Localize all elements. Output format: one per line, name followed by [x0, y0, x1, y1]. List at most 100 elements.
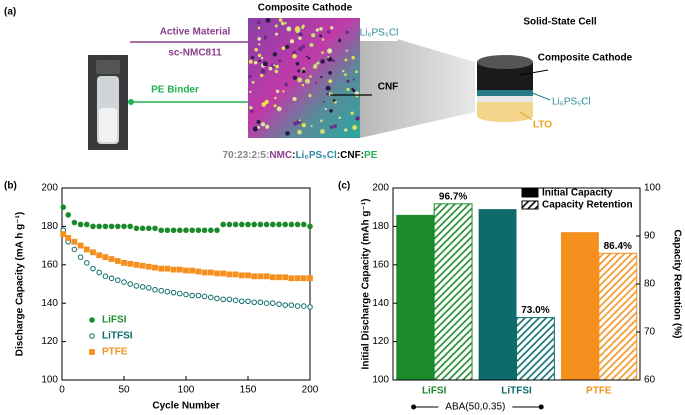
cell-label: Li₆PS₅Cl: [552, 97, 591, 108]
particle: [292, 53, 297, 59]
y-tick-label: 70: [644, 327, 656, 338]
particle: [305, 55, 309, 58]
panel-label: (c): [338, 181, 350, 192]
legend-marker: [89, 349, 95, 355]
leader-line: [519, 69, 549, 76]
particle: [338, 39, 342, 43]
particle: [261, 56, 264, 60]
particle: [301, 25, 305, 30]
ratio-part: :CNF:: [337, 150, 364, 161]
point: [177, 227, 183, 234]
point: [301, 221, 307, 228]
point: [251, 221, 257, 228]
point: [139, 225, 146, 232]
particle: [322, 101, 325, 104]
particle: [297, 46, 303, 52]
point: [263, 300, 270, 307]
label-binder: PE Binder: [151, 85, 199, 96]
particle: [319, 119, 323, 123]
particle: [257, 26, 261, 30]
particle: [257, 53, 262, 58]
particle: [252, 126, 258, 132]
particle: [301, 83, 305, 87]
particle: [330, 26, 334, 30]
point: [60, 231, 67, 237]
legend-swatch: [521, 200, 539, 210]
particle: [302, 67, 305, 71]
value-label: 96.7%: [439, 191, 467, 202]
legend-swatch: [521, 188, 539, 198]
particle: [321, 51, 324, 54]
y2-axis-title: Capacity Retention (%): [671, 230, 682, 339]
y-tick-label: 100: [41, 375, 58, 386]
point: [121, 259, 127, 266]
label-nmc: sc-NMC811: [168, 48, 222, 59]
point: [96, 223, 102, 230]
cathode-title: Composite Cathode: [258, 3, 353, 14]
point: [133, 261, 140, 268]
particle: [258, 59, 261, 63]
particle: [327, 48, 333, 54]
particle: [319, 34, 322, 38]
particle: [329, 108, 333, 113]
x-tick-label: LiFSI: [422, 386, 447, 397]
point: [90, 223, 96, 230]
ratio-part: PE: [364, 150, 378, 161]
point: [239, 298, 245, 305]
particle: [285, 44, 290, 50]
point: [288, 275, 295, 282]
particle: [250, 109, 254, 113]
point: [214, 270, 220, 277]
point: [133, 225, 140, 232]
particle: [350, 111, 354, 115]
particle: [274, 69, 279, 74]
point: [270, 221, 276, 228]
particle: [295, 61, 300, 66]
particle: [265, 17, 271, 23]
annotation-dot: [538, 404, 544, 410]
bar: [478, 209, 517, 380]
point: [307, 275, 313, 282]
particle: [249, 106, 253, 110]
leader-line: [519, 111, 533, 121]
vial-powder: [99, 108, 117, 142]
point: [170, 266, 177, 273]
y-tick-label: 90: [644, 231, 656, 242]
point: [145, 263, 152, 270]
point: [96, 252, 103, 259]
particle: [301, 69, 306, 74]
point: [114, 258, 121, 264]
y-tick-label: 180: [372, 221, 389, 232]
particle: [275, 89, 280, 94]
legend-marker: [89, 317, 95, 323]
y-tick-label: 100: [372, 375, 389, 386]
point: [276, 274, 282, 281]
ratio-part: Li₆PS₅Cl: [295, 150, 337, 161]
point: [115, 223, 121, 230]
point: [263, 221, 270, 228]
particle: [262, 61, 268, 67]
point: [146, 285, 152, 291]
point: [177, 290, 183, 297]
point: [232, 297, 239, 304]
bar: [516, 317, 555, 381]
point: [220, 221, 226, 228]
particle: [355, 116, 360, 121]
point: [152, 264, 158, 271]
point: [214, 295, 220, 302]
point: [158, 265, 165, 272]
particle: [284, 82, 289, 87]
point: [121, 223, 127, 230]
particle: [345, 49, 348, 52]
particle: [282, 90, 285, 93]
particle: [355, 70, 358, 74]
particle: [321, 38, 325, 41]
point: [270, 300, 276, 307]
particle: [327, 56, 330, 59]
point: [90, 249, 96, 256]
y-axis-title: Discharge Capacity (mA h g⁻¹): [15, 212, 26, 356]
particle: [346, 87, 350, 92]
point: [300, 275, 307, 282]
label-electrolyte: Li₆PS₅Cl: [360, 28, 399, 39]
particle: [268, 66, 273, 71]
